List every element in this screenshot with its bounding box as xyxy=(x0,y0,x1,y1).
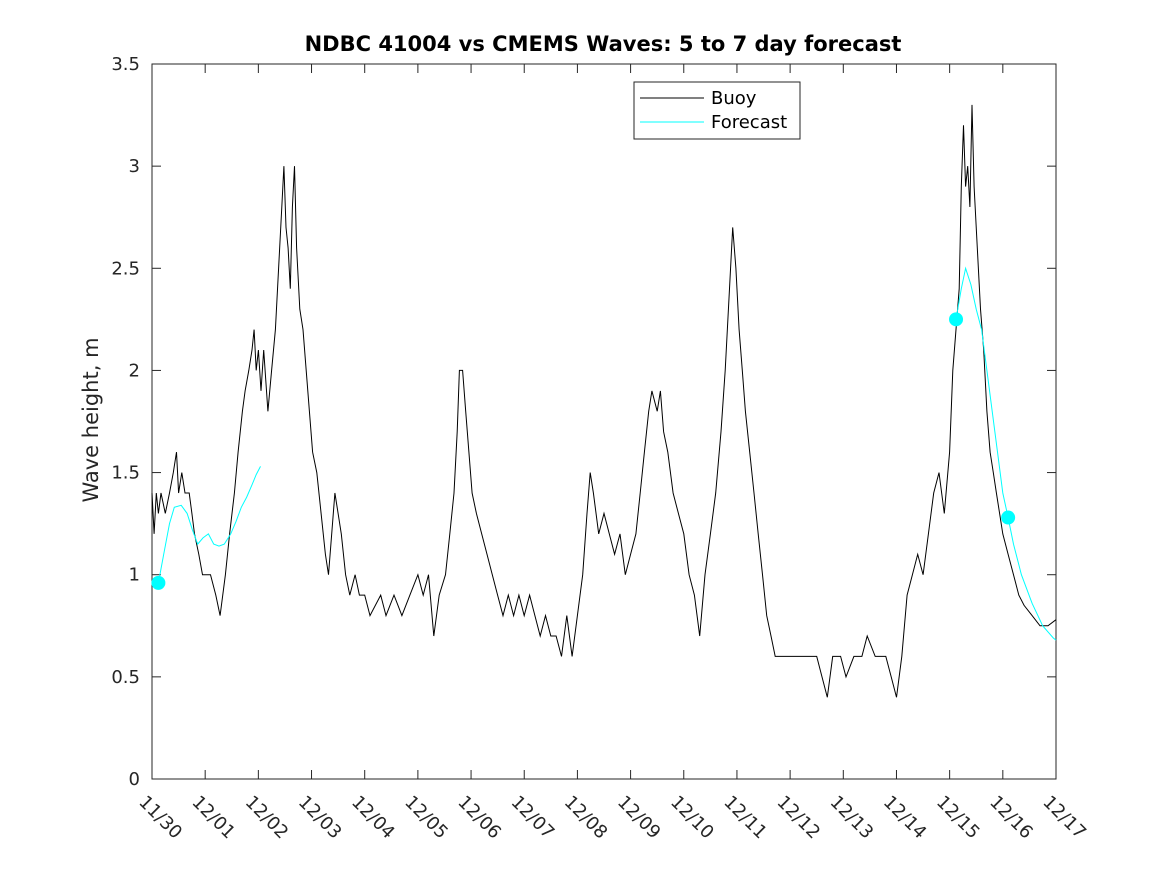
x-tick-label: 11/30 xyxy=(134,792,186,844)
forecast-marker xyxy=(1001,510,1016,525)
series-line-forecast-2 xyxy=(955,266,1057,641)
forecast-marker xyxy=(151,575,166,590)
x-tick-label: 12/14 xyxy=(879,792,931,844)
y-tick-label: 2 xyxy=(129,360,140,381)
series-line-buoy xyxy=(151,104,1057,698)
legend: Buoy Forecast xyxy=(633,81,801,140)
x-tick-label: 12/16 xyxy=(985,792,1037,844)
y-tick-label: 1.5 xyxy=(111,463,140,484)
x-tick-label: 12/04 xyxy=(347,792,399,844)
y-tick-label: 0.5 xyxy=(111,667,140,688)
y-tick-label: 3 xyxy=(129,156,140,177)
legend-label-forecast: Forecast xyxy=(711,112,787,133)
x-tick-label: 12/03 xyxy=(294,792,346,844)
series-lines xyxy=(151,104,1057,698)
x-tick-label: 12/09 xyxy=(613,792,665,844)
x-tick-label: 12/15 xyxy=(932,792,984,844)
x-tick-label: 12/12 xyxy=(773,792,825,844)
x-tick-label: 12/01 xyxy=(188,792,240,844)
x-tick-label: 12/13 xyxy=(826,792,878,844)
x-tick-label: 12/06 xyxy=(454,792,506,844)
forecast-marker xyxy=(949,312,964,327)
x-tick-label: 12/11 xyxy=(719,792,771,844)
x-tick-label: 12/17 xyxy=(1038,792,1090,844)
y-tick-label: 2.5 xyxy=(111,258,140,279)
x-tick-label: 12/07 xyxy=(507,792,559,844)
x-tick-label: 12/10 xyxy=(666,792,718,844)
legend-box xyxy=(633,81,801,140)
legend-label-buoy: Buoy xyxy=(711,88,757,109)
y-tick-label: 3.5 xyxy=(111,54,140,75)
chart-title: NDBC 41004 vs CMEMS Waves: 5 to 7 day fo… xyxy=(305,32,902,56)
x-tick-label: 12/08 xyxy=(560,792,612,844)
y-tick-label: 0 xyxy=(129,769,140,790)
plot-area xyxy=(151,63,1057,780)
x-tick-label: 12/02 xyxy=(241,792,293,844)
y-tick-label: 1 xyxy=(129,565,140,586)
x-tick-label: 12/05 xyxy=(400,792,452,844)
y-axis-label: Wave height, m xyxy=(79,337,103,502)
series-line-forecast xyxy=(157,466,261,583)
